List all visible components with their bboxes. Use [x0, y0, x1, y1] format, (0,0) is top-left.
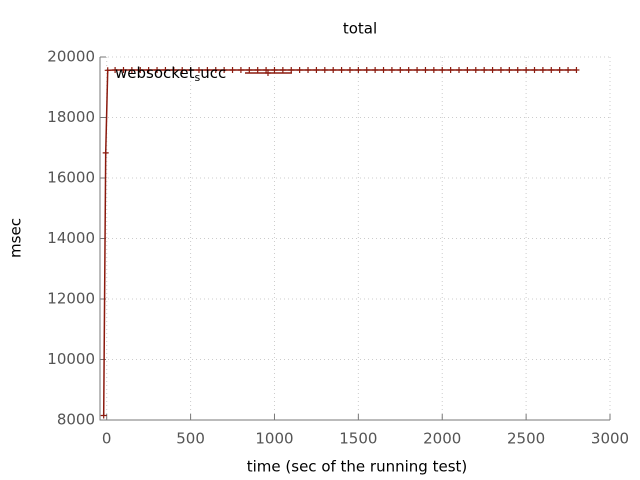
point-marker	[556, 67, 563, 74]
point-marker	[489, 67, 496, 74]
point-marker	[456, 67, 463, 74]
point-marker	[145, 67, 152, 74]
x-tick-label: 500	[176, 430, 205, 448]
point-marker	[100, 412, 107, 419]
point-marker	[271, 67, 278, 74]
point-marker	[321, 67, 328, 74]
point-marker	[338, 67, 345, 74]
point-marker	[254, 67, 261, 74]
point-marker	[372, 67, 379, 74]
y-tick-label: 16000	[47, 169, 95, 187]
point-marker	[539, 67, 546, 74]
x-tick-label: 3000	[591, 430, 629, 448]
point-marker	[447, 67, 454, 74]
x-tick-label: 2000	[423, 430, 461, 448]
x-tick-label: 1500	[339, 430, 377, 448]
x-tick-label: 0	[102, 430, 112, 448]
point-marker	[481, 67, 488, 74]
point-marker	[102, 149, 109, 156]
point-marker	[137, 67, 144, 74]
point-marker	[204, 67, 211, 74]
point-marker	[279, 67, 286, 74]
legend-marker	[265, 70, 271, 76]
point-marker	[237, 67, 244, 74]
axis-border	[99, 57, 610, 421]
point-marker	[363, 67, 370, 74]
y-tick-label: 18000	[47, 108, 95, 126]
x-axis-label: time (sec of the running test)	[247, 458, 468, 476]
point-marker	[305, 67, 312, 74]
point-marker	[430, 67, 437, 74]
point-marker	[346, 67, 353, 74]
point-marker	[472, 67, 479, 74]
point-marker	[154, 67, 161, 74]
point-marker	[179, 67, 186, 74]
legend-text: ucc	[200, 64, 226, 82]
y-tick-label: 8000	[57, 411, 95, 429]
point-marker	[313, 67, 320, 74]
y-tick-label: 10000	[47, 350, 95, 368]
point-marker	[195, 67, 202, 74]
point-marker	[506, 67, 513, 74]
line	[102, 69, 577, 416]
point-marker	[464, 67, 471, 74]
point-marker	[221, 67, 228, 74]
legend-text: s	[195, 71, 201, 84]
point-marker	[187, 67, 194, 74]
point-marker	[380, 67, 387, 74]
x-tick-label: 2500	[507, 430, 545, 448]
point-marker	[112, 67, 119, 74]
point-marker	[104, 67, 111, 74]
point-marker	[573, 67, 580, 74]
point-marker	[523, 67, 530, 74]
point-marker	[170, 67, 177, 74]
point-marker	[128, 67, 135, 74]
y-axis-label: msec	[7, 218, 25, 258]
point-marker	[514, 67, 521, 74]
point-marker	[229, 67, 236, 74]
x-tick-label: 1000	[255, 430, 293, 448]
point-marker	[565, 67, 572, 74]
point-marker	[414, 67, 421, 74]
y-tick-label: 14000	[47, 229, 95, 247]
point-marker	[288, 67, 295, 74]
point-marker	[120, 67, 127, 74]
point-marker	[355, 67, 362, 74]
point-marker	[246, 67, 253, 74]
point-marker	[422, 67, 429, 74]
point-marker	[212, 67, 219, 74]
point-marker	[330, 67, 337, 74]
point-marker	[497, 67, 504, 74]
point-marker	[397, 67, 404, 74]
y-tick-label: 12000	[47, 290, 95, 308]
y-tick-label: 20000	[47, 48, 95, 66]
point-marker	[388, 67, 395, 74]
point-marker	[439, 67, 446, 74]
chart-title: total	[343, 20, 377, 38]
legend-label: websocketsucc	[115, 64, 226, 85]
point-marker	[162, 67, 169, 74]
point-marker	[548, 67, 555, 74]
point-marker	[296, 67, 303, 74]
point-marker	[531, 67, 538, 74]
legend-text: websocket	[115, 64, 195, 82]
point-marker	[405, 67, 412, 74]
